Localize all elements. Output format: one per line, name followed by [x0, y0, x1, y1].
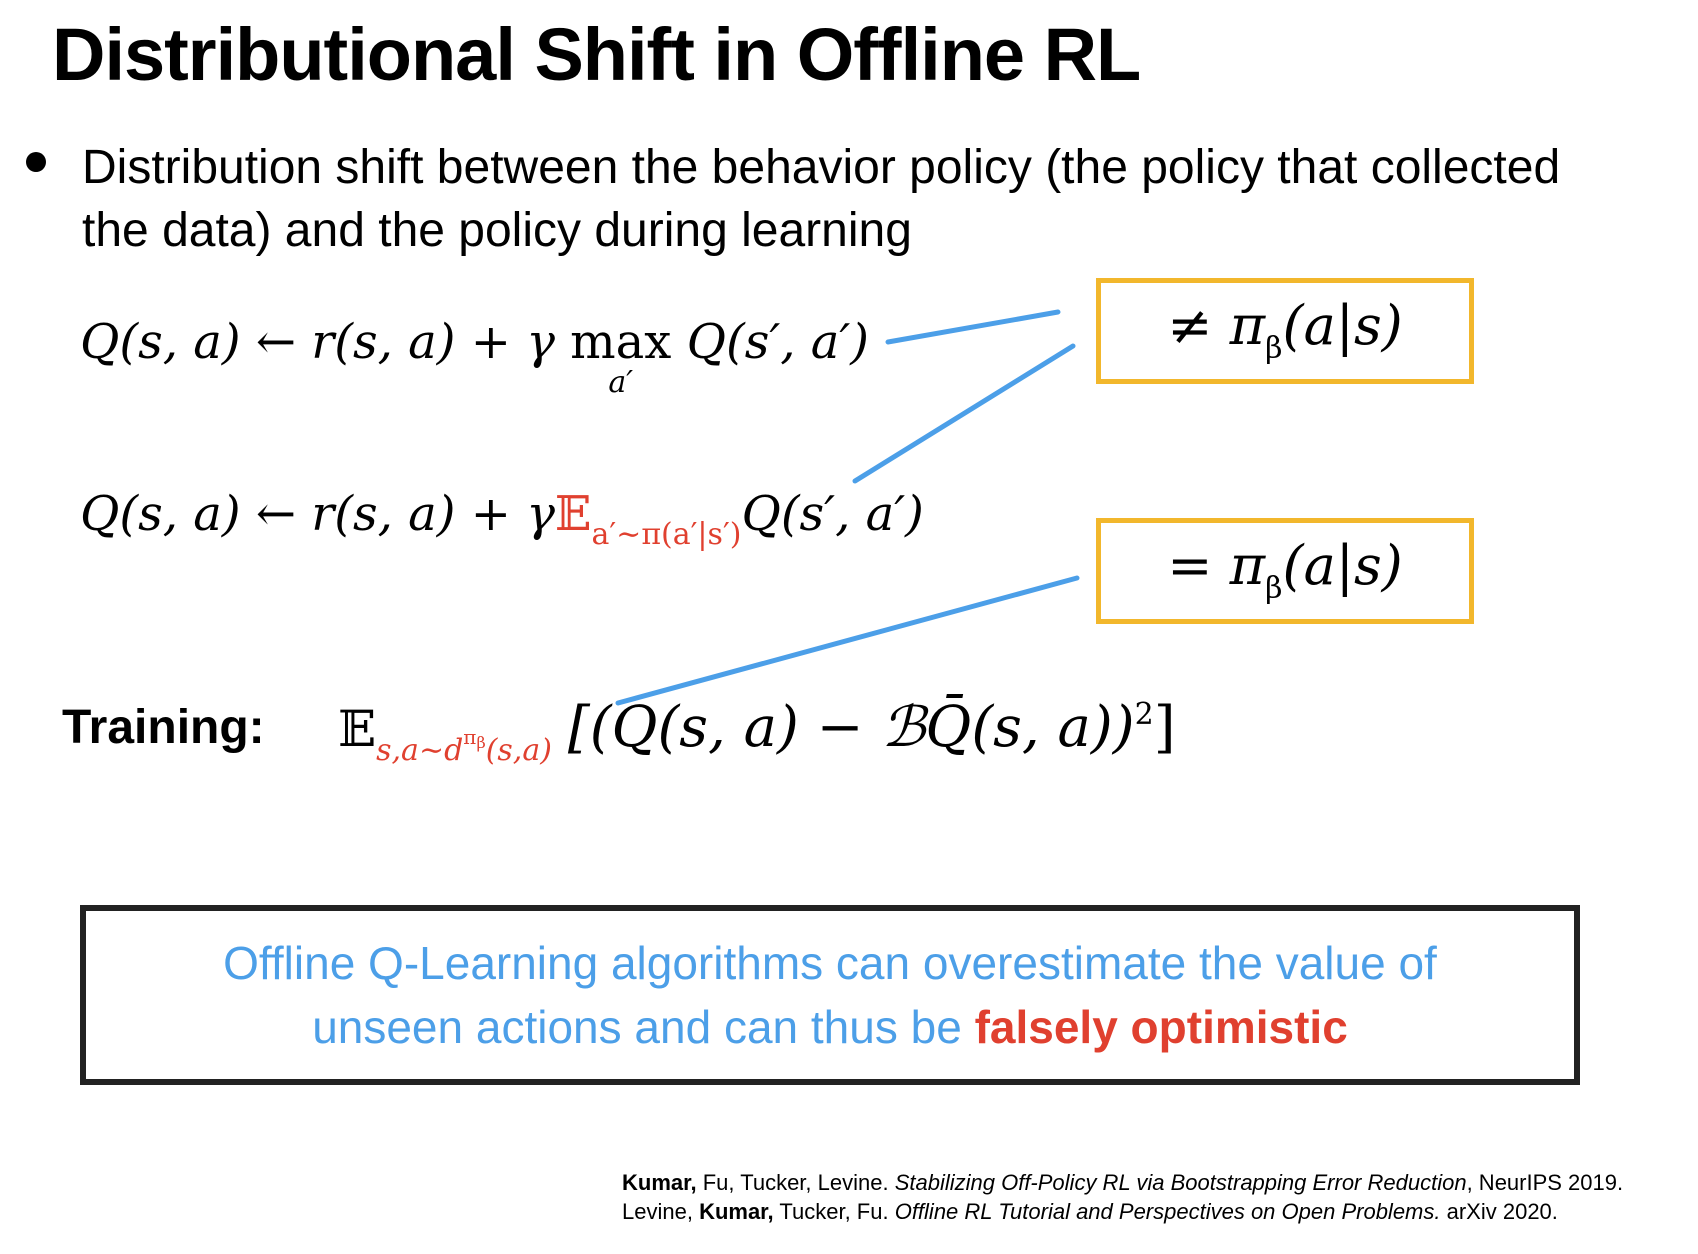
eq1-lhs: Q(s, a) ← r(s, a) + γ	[80, 314, 555, 370]
eq1-max-label: max	[570, 314, 672, 370]
box1-tail: (a|s)	[1282, 293, 1403, 357]
training-expectation-subscript: s,a∼dπβ(s,a)	[376, 725, 552, 768]
conclusion-highlight: falsely optimistic	[974, 1001, 1348, 1053]
eq2-expectation-subscript: a′∼π(a′|s′)	[591, 517, 742, 552]
eq2-lhs: Q(s, a) ← r(s, a) + γ	[80, 486, 555, 542]
training-objective: 𝔼s,a∼dπβ(s,a) [(Q(s, a) − ℬQ̄(s, a))2]	[338, 700, 1176, 766]
box2-tail: (a|s)	[1282, 533, 1403, 597]
bullet-text: Distribution shift between the behavior …	[82, 141, 1561, 257]
training-square-exponent: 2	[1134, 697, 1154, 732]
connector-eq1-to-box1	[885, 309, 1061, 345]
box-equal-behavior-policy: = πβ(a|s)	[1096, 518, 1474, 624]
box-not-equal-behavior-policy: ≠ πβ(a|s)	[1096, 278, 1474, 384]
eq1-max-operator: max a′	[570, 318, 671, 398]
equation-q-max: Q(s, a) ← r(s, a) + γ max a′ Q(s′, a′)	[80, 318, 869, 398]
conclusion-box: Offline Q-Learning algorithms can overes…	[80, 905, 1580, 1085]
references: Kumar, Fu, Tucker, Levine. Stabilizing O…	[622, 1168, 1623, 1226]
connector-eq2-to-box1	[852, 343, 1076, 484]
conclusion-line1: Offline Q-Learning algorithms can overes…	[223, 937, 1437, 989]
training-label: Training:	[62, 701, 265, 754]
conclusion-line2: unseen actions and can thus be	[312, 1001, 975, 1053]
eq2-rhs: Q(s′, a′)	[741, 486, 924, 542]
box2-prefix: = π	[1167, 533, 1266, 597]
reference-2: Levine, Kumar, Tucker, Fu. Offline RL Tu…	[622, 1199, 1558, 1224]
box1-beta: β	[1265, 330, 1283, 366]
eq1-max-subscript: a′	[608, 365, 634, 400]
eq2-expectation-symbol: 𝔼	[554, 486, 592, 542]
eq1-rhs: Q(s′, a′)	[686, 314, 869, 370]
training-expectation-symbol: 𝔼	[338, 700, 377, 758]
training-bellman-error: [(Q(s, a) − ℬQ̄(s, a))2]	[567, 695, 1176, 760]
box1-prefix: ≠ π	[1167, 293, 1266, 357]
slide-title: Distributional Shift in Offline RL	[52, 13, 1141, 96]
box2-beta: β	[1265, 570, 1283, 606]
equation-q-expectation: Q(s, a) ← r(s, a) + γ𝔼a′∼π(a′|s′)Q(s′, a…	[80, 490, 924, 550]
reference-1: Kumar, Fu, Tucker, Levine. Stabilizing O…	[622, 1170, 1624, 1195]
connector-training-to-box2	[615, 575, 1080, 706]
conclusion-text: Offline Q-Learning algorithms can overes…	[223, 931, 1437, 1059]
bullet-point-icon	[26, 152, 46, 172]
